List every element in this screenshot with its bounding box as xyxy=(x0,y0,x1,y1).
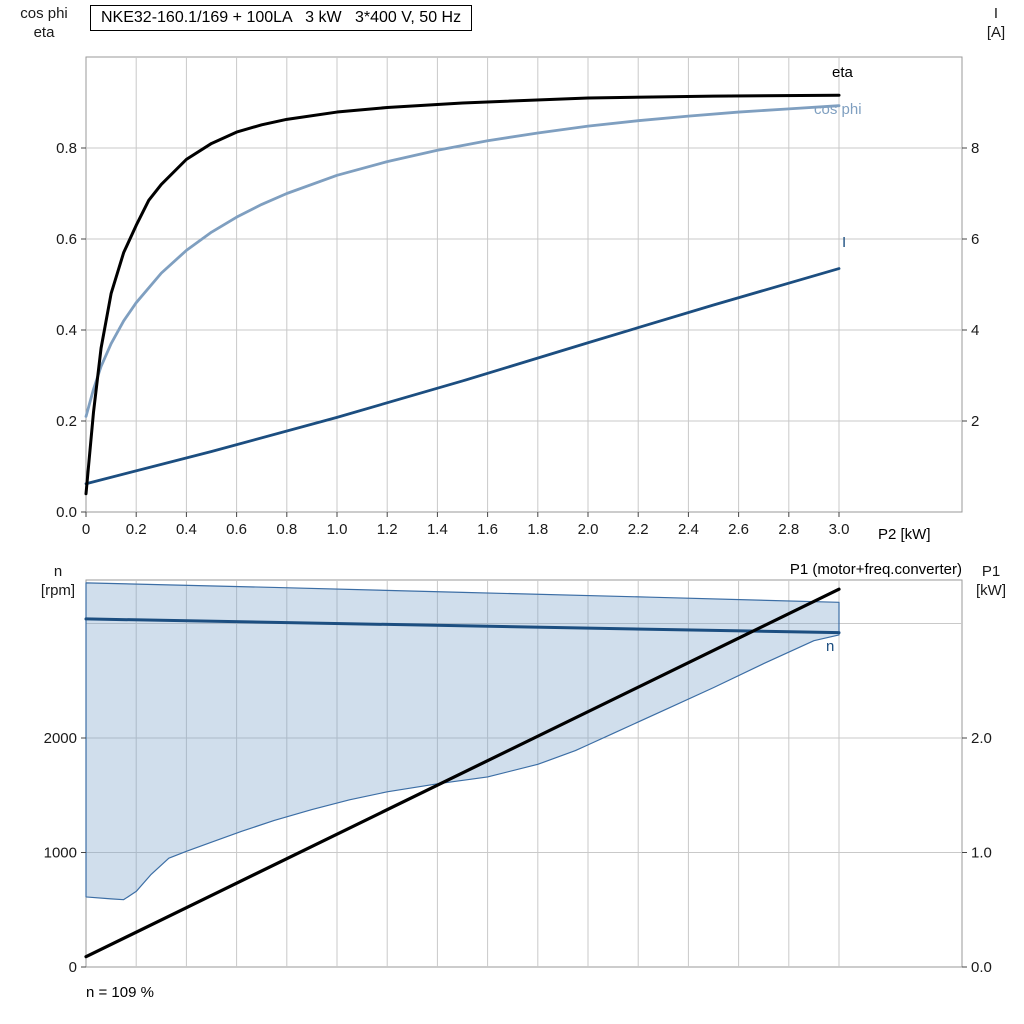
cos-phi-curve-label: cos phi xyxy=(814,101,862,118)
svg-text:4: 4 xyxy=(971,322,979,339)
svg-text:1.4: 1.4 xyxy=(427,521,448,538)
svg-text:0.6: 0.6 xyxy=(226,521,247,538)
svg-text:2.0: 2.0 xyxy=(971,730,992,747)
bottom-left-axis-title: n [rpm] xyxy=(40,563,76,599)
svg-text:0.2: 0.2 xyxy=(126,521,147,538)
svg-text:8: 8 xyxy=(971,140,979,157)
x-axis-title: P2 [kW] xyxy=(878,526,931,543)
svg-text:2: 2 xyxy=(971,413,979,430)
svg-text:1.8: 1.8 xyxy=(527,521,548,538)
svg-text:0.8: 0.8 xyxy=(56,140,77,157)
svg-text:0.2: 0.2 xyxy=(56,413,77,430)
n-percent-annotation: n = 109 % xyxy=(86,984,154,1001)
top-right-axis-title: I [A] xyxy=(986,5,1006,41)
p1-curve-label: P1 (motor+freq.converter) xyxy=(789,561,962,578)
svg-text:0.4: 0.4 xyxy=(56,322,77,339)
bottom-chart-canvas: 0 1000 2000 0.0 1.0 2.0 xyxy=(44,579,992,976)
svg-text:1.0: 1.0 xyxy=(327,521,348,538)
top-left-axis-title: cos phi eta xyxy=(20,5,68,41)
svg-text:2.0: 2.0 xyxy=(578,521,599,538)
eta-curve-label: eta xyxy=(832,64,853,81)
svg-text:0: 0 xyxy=(69,959,77,976)
svg-text:2.6: 2.6 xyxy=(728,521,749,538)
svg-text:3.0: 3.0 xyxy=(829,521,850,538)
svg-text:2.2: 2.2 xyxy=(628,521,649,538)
svg-text:1.2: 1.2 xyxy=(377,521,398,538)
svg-text:0.0: 0.0 xyxy=(56,504,77,521)
svg-text:0: 0 xyxy=(82,521,90,538)
svg-text:2000: 2000 xyxy=(44,730,77,747)
svg-text:1.0: 1.0 xyxy=(971,845,992,862)
svg-text:6: 6 xyxy=(971,231,979,248)
svg-text:0.6: 0.6 xyxy=(56,231,77,248)
top-chart-canvas: 0.0 0.2 0.4 0.6 0.8 2 4 6 8 0 0.2 0.4 0.6 0.8 1.0 1.2 1.… xyxy=(56,56,979,538)
svg-text:2.4: 2.4 xyxy=(678,521,699,538)
bottom-right-axis-title: P1 [kW] xyxy=(976,563,1006,599)
chart-title: NKE32-160.1/169 + 100LA 3 kW 3*400 V, 50… xyxy=(90,5,473,31)
svg-text:2.8: 2.8 xyxy=(778,521,799,538)
n-curve-label: n xyxy=(826,638,835,655)
svg-text:1000: 1000 xyxy=(44,845,77,862)
svg-text:1.6: 1.6 xyxy=(477,521,498,538)
svg-text:0.8: 0.8 xyxy=(276,521,297,538)
svg-text:0.4: 0.4 xyxy=(176,521,197,538)
svg-text:0.0: 0.0 xyxy=(971,959,992,976)
current-curve-label: I xyxy=(842,234,847,251)
